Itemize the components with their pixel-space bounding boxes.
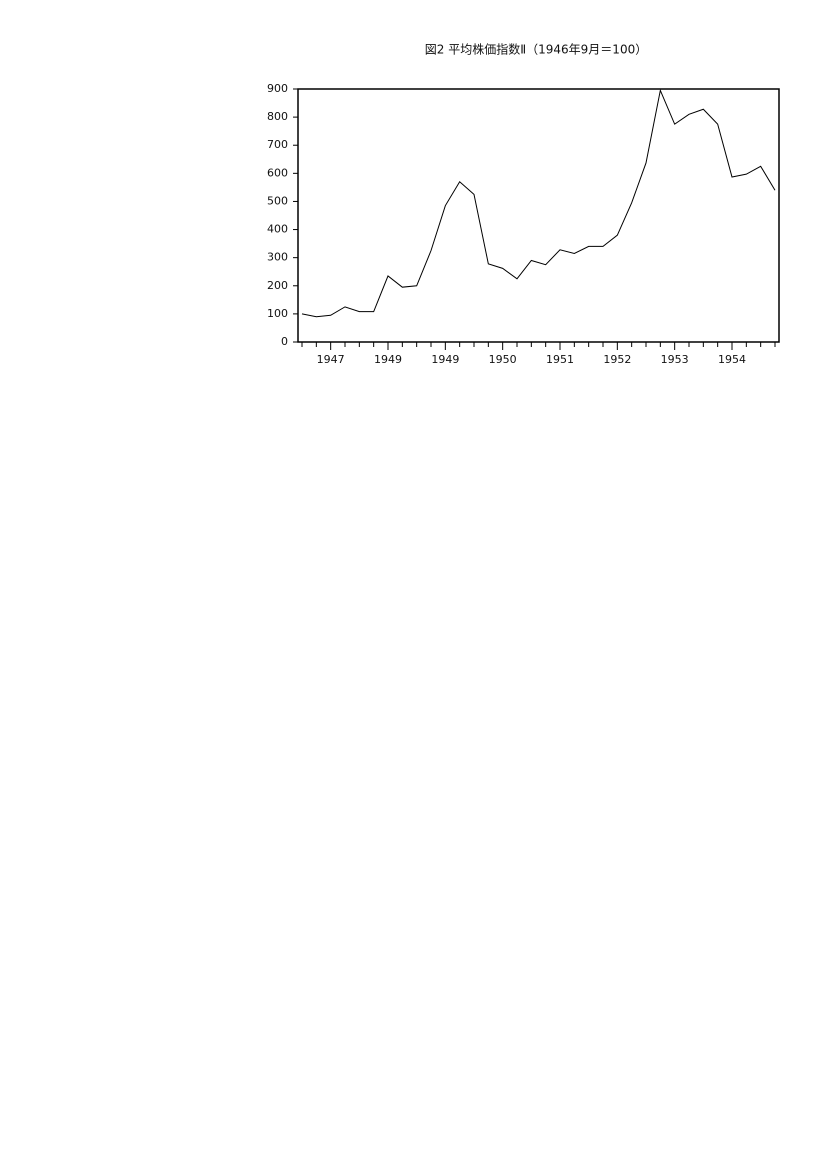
y-tick-label: 200 <box>267 279 288 292</box>
x-tick-label: 1949 <box>431 353 459 366</box>
x-tick-label: 1951 <box>546 353 574 366</box>
y-tick-label: 800 <box>267 110 288 123</box>
x-tick-label: 1954 <box>718 353 746 366</box>
y-tick-label: 600 <box>267 166 288 179</box>
y-tick-label: 700 <box>267 138 288 151</box>
x-tick-label: 1950 <box>489 353 517 366</box>
x-tick-label: 1952 <box>603 353 631 366</box>
x-tick-label: 1949 <box>374 353 402 366</box>
y-tick-label: 500 <box>267 194 288 207</box>
y-tick-label: 0 <box>281 335 288 348</box>
y-tick-label: 300 <box>267 251 288 264</box>
y-tick-label: 900 <box>267 82 288 95</box>
y-tick-label: 400 <box>267 223 288 236</box>
x-tick-label: 1953 <box>661 353 689 366</box>
y-tick-label: 100 <box>267 307 288 320</box>
data-line <box>301 88 776 318</box>
chart-title: 図2 平均株価指数Ⅱ（1946年9月＝100） <box>425 42 647 57</box>
plot-frame <box>297 88 780 343</box>
x-tick-label: 1947 <box>317 353 345 366</box>
